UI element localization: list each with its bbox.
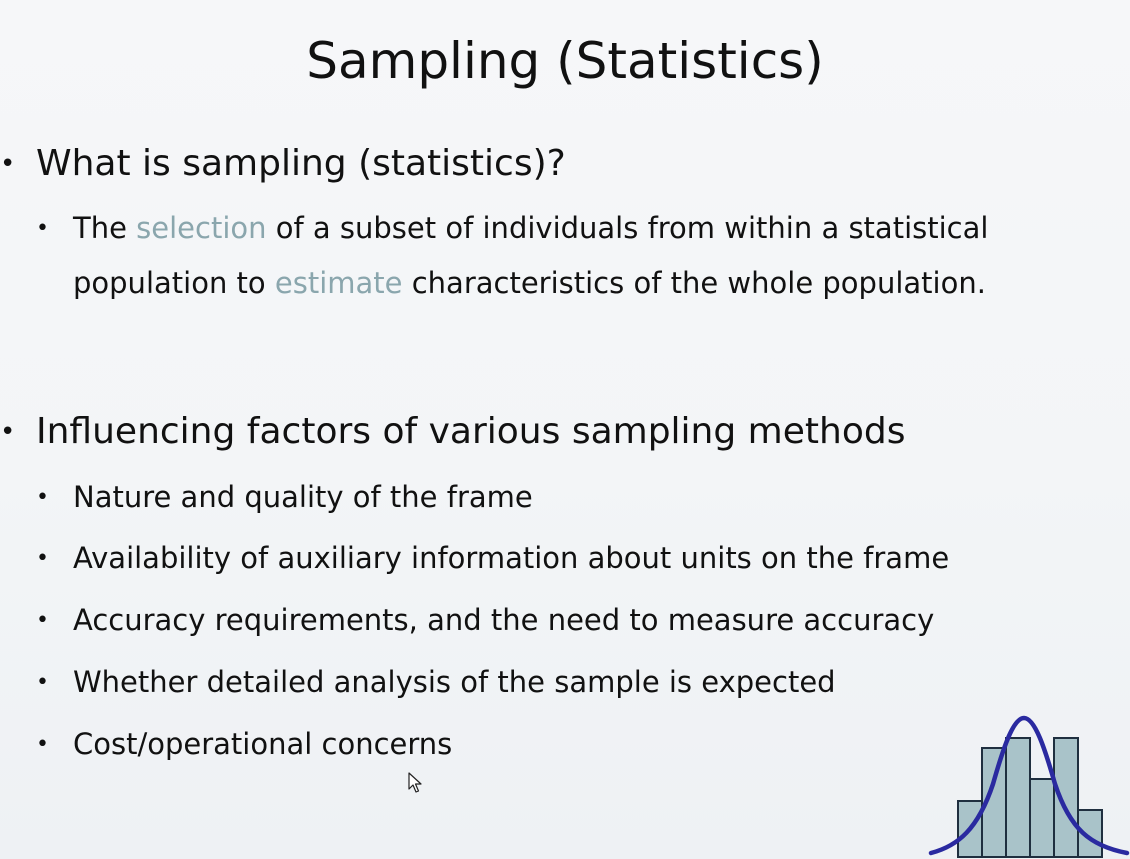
list-item-text: Nature and quality of the frame [73,480,533,514]
histogram-bar [1053,737,1079,858]
mouse-cursor-icon [408,772,422,793]
bullet-dot: • [36,216,49,241]
list-item-text: Accuracy requirements, and the need to m… [73,603,935,637]
list-item-text: Whether detailed analysis of the sample … [73,665,836,699]
bullet-dot: • [36,485,49,510]
list-item-text: Cost/operational concerns [73,727,453,761]
histogram-bar [1005,737,1031,858]
list-item-text: Availability of auxiliary information ab… [73,541,950,575]
histogram-bars [957,737,1103,858]
histogram-bell-curve-icon [928,715,1130,858]
bullet-dot: • [36,546,49,571]
highlight-selection: selection [136,211,267,245]
definition-text: population to [73,266,275,300]
bullet-dot: • [36,608,49,633]
bullet-dot: • [36,732,49,757]
bullet-dot: • [36,670,49,695]
bullet-dot: • [0,417,16,447]
bullet-heading: What is sampling (statistics)? [36,143,566,184]
definition-text: The [73,211,137,245]
highlight-estimate: estimate [274,266,403,300]
histogram-bar [1029,778,1055,858]
bell-curve [928,715,1130,856]
bullet-dot: • [0,149,16,179]
bullet-heading: Influencing factors of various sampling … [36,411,906,452]
definition-text: of a subset of individuals from within a… [266,211,989,245]
definition-text: characteristics of the whole population. [402,266,986,300]
slide-title: Sampling (Statistics) [306,32,824,90]
